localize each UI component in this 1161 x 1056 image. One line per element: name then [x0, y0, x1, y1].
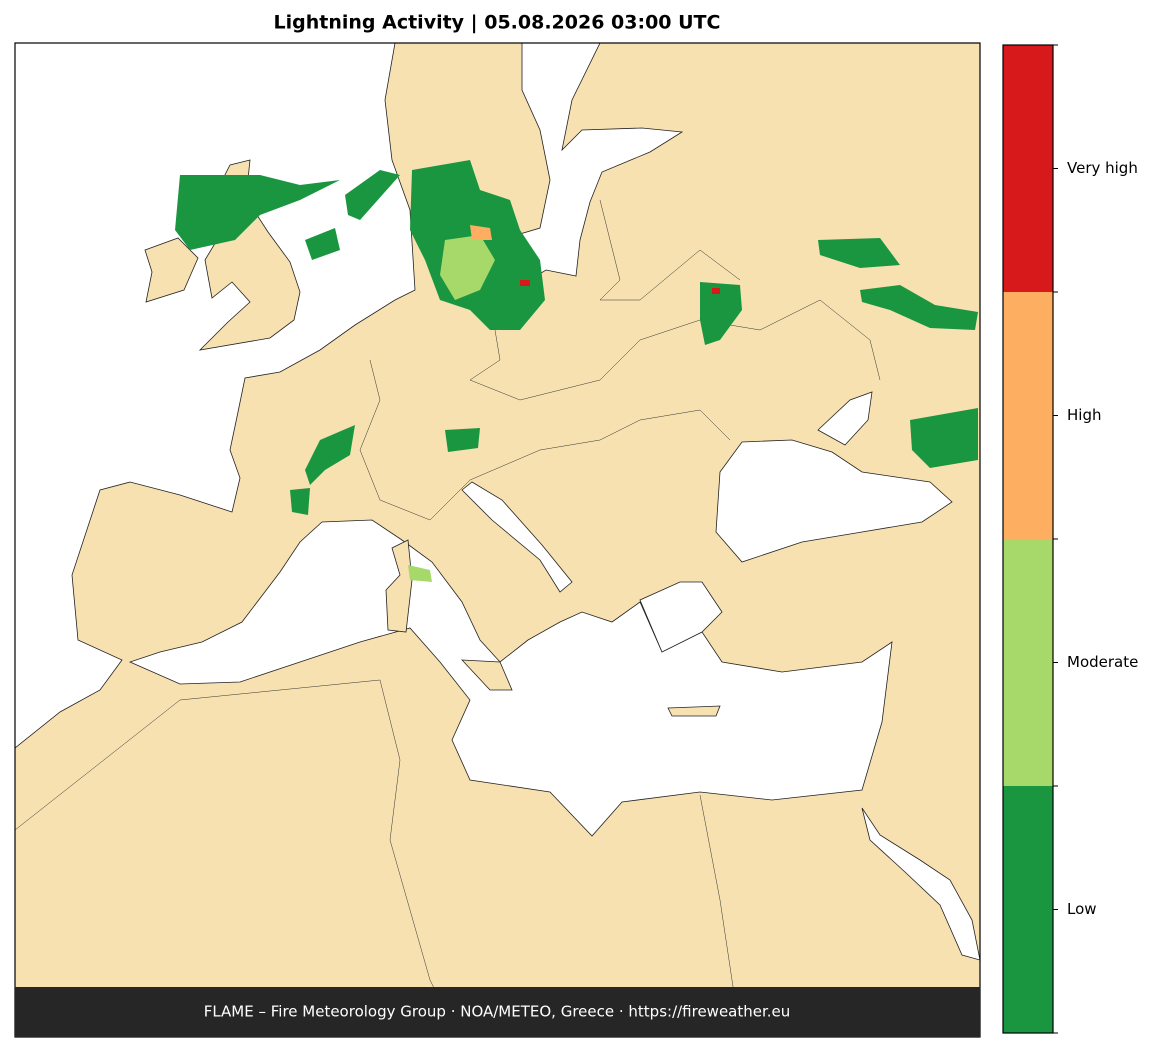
aegean-sea	[639, 581, 723, 653]
legend-swatch	[1003, 786, 1053, 1033]
baltic-sea	[469, 43, 684, 287]
lightning-cells	[175, 160, 978, 582]
colorbar: Low Moderate High Very high	[1002, 44, 1138, 1034]
legend-frame	[1002, 44, 1054, 1034]
borders	[469, 299, 881, 401]
sardinia-corsica	[385, 539, 413, 633]
ireland	[144, 237, 199, 303]
mediterranean-sea	[128, 519, 893, 837]
borders	[699, 794, 736, 1001]
red-sea	[861, 807, 980, 961]
borders	[359, 359, 731, 521]
legend-label: Very high	[1067, 159, 1138, 177]
map-title: Lightning Activity | 05.08.2026 03:00 UT…	[274, 12, 721, 34]
legend-swatch	[1003, 45, 1053, 292]
black-sea	[715, 439, 953, 563]
sea-of-azov	[817, 391, 873, 446]
footer-credit: FLAME – Fire Meteorology Group · NOA/MET…	[204, 1003, 791, 1021]
sicily	[461, 659, 513, 691]
crete	[667, 705, 721, 717]
atlantic-sea	[15, 43, 416, 749]
legend-label: Moderate	[1067, 653, 1138, 671]
adriatic-sea	[461, 481, 573, 593]
footer-bar	[15, 987, 980, 1037]
borders	[15, 679, 441, 1001]
borders	[599, 199, 741, 301]
map: FLAME – Fire Meteorology Group · NOA/MET…	[14, 42, 981, 1038]
legend-label: Low	[1067, 900, 1097, 918]
legend-swatch	[1003, 539, 1053, 786]
legend-swatch	[1003, 292, 1053, 539]
legend-label: High	[1067, 406, 1101, 424]
